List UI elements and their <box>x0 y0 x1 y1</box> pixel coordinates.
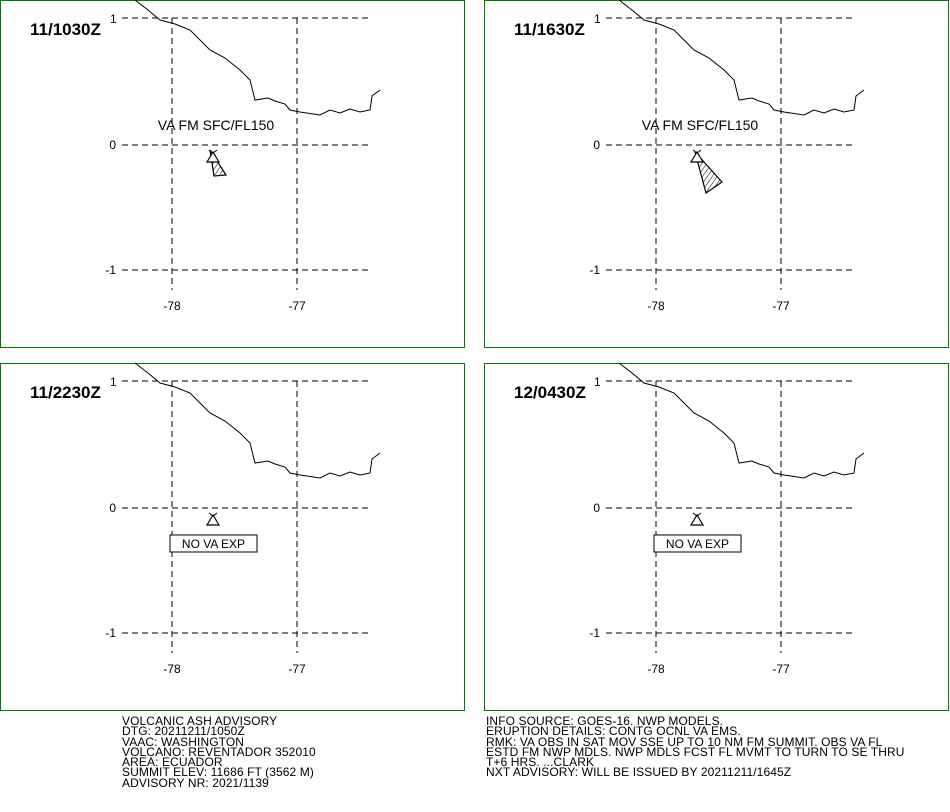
volcano-symbol <box>205 513 221 526</box>
lon-label: -77 <box>772 299 790 313</box>
volcano-top <box>208 149 218 154</box>
label-box <box>169 534 258 553</box>
advisory-line: ESTD FM NWP MDLS. NWP MDLS FCST FL MVMT … <box>486 744 905 759</box>
advisory-line: INFO SOURCE: GOES-16. NWP MODELS. <box>486 714 724 728</box>
advisory-line: NXT ADVISORY: WILL BE ISSUED BY 20211211… <box>486 765 792 780</box>
panel-time: 11/1030Z <box>30 20 101 39</box>
map-panels: 0 -1 -78 -77 11/1030Z 1 VA FM SFC/FL150 0 -1 -78 -… <box>0 0 949 711</box>
panel-border <box>0 0 465 348</box>
advisory-line: AREA: ECUADOR <box>122 755 223 770</box>
panel-time: 12/0430Z <box>514 383 586 402</box>
advisory-line: SUMMIT ELEV: 11686 FT (3562 M) <box>122 765 314 780</box>
lon-label: -77 <box>772 662 790 676</box>
volcano-symbol <box>689 513 705 526</box>
lat-label: 0 <box>593 501 600 515</box>
advisory-line: T+6 HRS. ...CLARK <box>486 755 595 770</box>
lat-label: 0 <box>109 138 116 152</box>
lat-label: -1 <box>589 626 600 640</box>
coastline <box>134 0 381 116</box>
lat-label: -1 <box>105 263 116 277</box>
panel-sup: 1 <box>110 375 117 389</box>
ash-label: NO VA EXP <box>182 537 245 551</box>
advisory-line: ERUPTION DETAILS: CONTG OCNL VA EMS. <box>486 724 741 739</box>
lat-label: -1 <box>589 263 600 277</box>
volcano-top <box>692 149 702 154</box>
panel-border <box>484 363 949 711</box>
advisory-right: INFO SOURCE: GOES-16. NWP MODELS. ERUPTIO… <box>486 714 905 780</box>
advisory-line: VAAC: WASHINGTON <box>122 734 245 749</box>
map-panel: 0 -1 -78 -77 11/1030Z 1 VA FM SFC/FL150 <box>0 0 465 348</box>
advisory-line: VOLCANIC ASH ADVISORY <box>122 714 278 728</box>
coastline <box>618 362 865 479</box>
map-panel: 0 -1 -78 -77 12/0430Z 1 NO VA EXP <box>484 362 949 711</box>
advisory-left: VOLCANIC ASH ADVISORY DTG: 20211211/1050Z… <box>122 714 316 790</box>
advisory-line: VOLCANO: REVENTADOR 352010 <box>122 744 316 759</box>
coastline <box>618 0 865 116</box>
volcano-symbol <box>689 150 705 163</box>
panel-sup: 1 <box>594 12 601 26</box>
panel-time: 11/2230Z <box>30 383 101 402</box>
panel-border <box>484 0 949 348</box>
volcano-top <box>692 512 702 517</box>
panel-sup: 1 <box>110 12 117 26</box>
lon-label: -78 <box>163 662 181 676</box>
lon-label: -78 <box>163 299 181 313</box>
coastline <box>134 362 381 479</box>
ash-label: VA FM SFC/FL150 <box>642 117 759 133</box>
lat-label: 0 <box>109 501 116 515</box>
volcano-symbol <box>205 150 221 163</box>
advisory-line: DTG: 20211211/1050Z <box>122 724 245 739</box>
ash-label: VA FM SFC/FL150 <box>158 117 275 133</box>
volcano-top <box>208 512 218 517</box>
lon-label: -78 <box>647 299 665 313</box>
ash-label: NO VA EXP <box>666 537 729 551</box>
map-panel: 0 -1 -78 -77 11/1630Z 1 VA FM SFC/FL150 <box>484 0 949 348</box>
map-panel: 0 -1 -78 -77 11/2230Z 1 NO VA EXP <box>0 362 465 711</box>
label-box <box>653 534 742 553</box>
panel-sup: 1 <box>594 375 601 389</box>
lon-label: -77 <box>288 662 306 676</box>
advisory-line: RMK: VA OBS IN SAT MOV SSE UP TO 10 NM F… <box>486 734 883 749</box>
lon-label: -78 <box>647 662 665 676</box>
panel-time: 11/1630Z <box>514 20 585 39</box>
panel-border <box>0 363 465 711</box>
lat-label: -1 <box>105 626 116 640</box>
lat-label: 0 <box>593 138 600 152</box>
advisory-line: ADVISORY NR: 2021/1139 <box>122 775 269 790</box>
lon-label: -77 <box>288 299 306 313</box>
